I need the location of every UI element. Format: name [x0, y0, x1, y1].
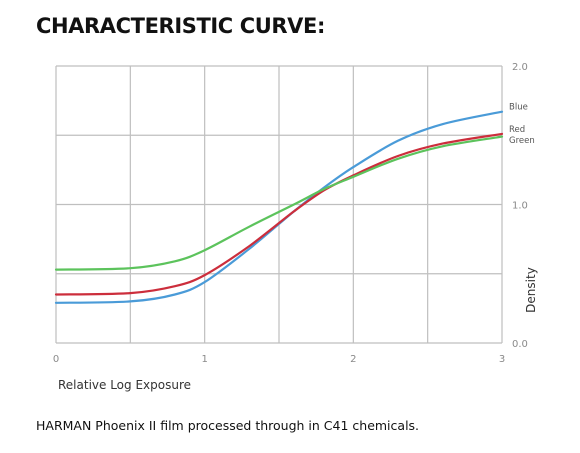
series-label-red: Red: [509, 125, 525, 135]
series-label-blue: Blue: [509, 103, 528, 113]
y-tick-label: 0.0: [512, 339, 528, 350]
y-axis-label: Density: [524, 267, 538, 313]
chart-series: [54, 110, 504, 304]
x-tick-label: 0: [53, 354, 59, 365]
chart-grid: [55, 65, 503, 344]
x-axis-label: Relative Log Exposure: [58, 378, 191, 392]
figure-caption: HARMAN Phoenix II film processed through…: [36, 418, 420, 433]
series-label-green: Green: [509, 136, 535, 146]
y-tick-label: 1.0: [512, 201, 528, 212]
x-tick-label: 2: [350, 354, 356, 365]
series-line-green: [54, 135, 504, 271]
chart-title: CHARACTERISTIC CURVE:: [36, 14, 325, 38]
y-tick-label: 2.0: [512, 62, 528, 73]
chart-ticks: 0 1 2 3 0.0 1.0 2.0: [53, 62, 528, 365]
x-tick-label: 3: [499, 354, 505, 365]
x-tick-label: 1: [201, 354, 207, 365]
series-line-red: [54, 132, 504, 296]
